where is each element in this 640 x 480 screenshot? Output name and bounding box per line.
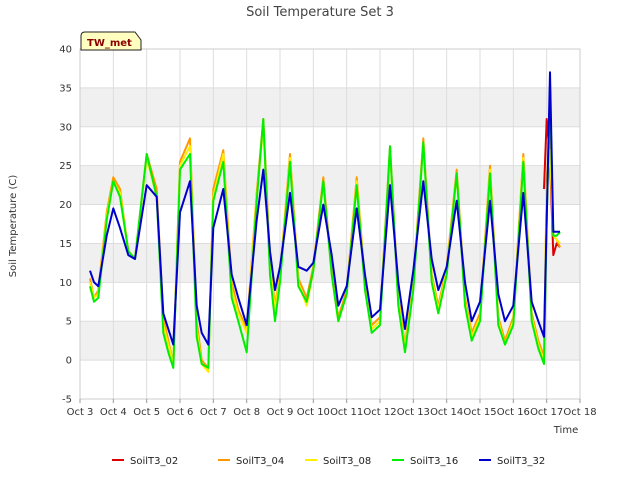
- y-tick-label: 5: [66, 317, 72, 328]
- x-tick-label: Oct 4: [100, 407, 127, 418]
- x-tick-label: Oct 12: [363, 407, 396, 418]
- annotation-badge-shape: [80, 31, 142, 51]
- y-tick-label: 0: [66, 356, 72, 367]
- x-tick-label: Oct 6: [167, 407, 194, 418]
- x-tick-label: Oct 18: [563, 407, 596, 418]
- y-tick-label: 35: [59, 83, 72, 94]
- x-tick-label: Oct 16: [497, 407, 530, 418]
- x-tick-label: Oct 9: [267, 407, 294, 418]
- y-tick-label: 20: [59, 200, 72, 211]
- y-axis-title: Soil Temperature (C): [8, 175, 19, 278]
- x-tick-label: Oct 14: [430, 407, 463, 418]
- y-tick-label: 15: [59, 239, 72, 250]
- y-tick-label: 25: [59, 161, 72, 172]
- x-tick-label: Oct 10: [297, 407, 330, 418]
- background-band: [80, 87, 580, 127]
- annotation-box: TW_met: [80, 31, 142, 51]
- legend-label: SoilT3_02: [130, 456, 178, 467]
- series-line-soilt3-04: [89, 118, 561, 369]
- annotation-label: TW_met: [87, 38, 132, 49]
- series-line-soilt3-32: [89, 71, 560, 346]
- x-tick-label: Oct 8: [233, 407, 260, 418]
- x-axis-title: Time: [553, 425, 578, 436]
- legend-label: SoilT3_08: [323, 456, 371, 467]
- series-layer: [89, 71, 561, 373]
- plot-area-frame: [79, 48, 581, 400]
- x-tick-label: Oct 3: [67, 407, 94, 418]
- x-tick-label: Oct 5: [133, 407, 160, 418]
- legend: SoilT3_02 SoilT3_04 SoilT3_08 SoilT3_16 Soil…: [112, 456, 545, 467]
- y-tick-label: 40: [59, 45, 72, 56]
- legend-label: SoilT3_04: [236, 456, 284, 467]
- series-line-soilt3-16: [89, 86, 561, 369]
- background-band: [80, 165, 580, 205]
- y-axis-ticks: -5 0 5 10 15 20 25 30 35 40: [59, 45, 72, 406]
- y-tick-label: 30: [59, 122, 72, 133]
- chart-title: Soil Temperature Set 3: [246, 5, 394, 20]
- x-tick-label: Oct 17: [530, 407, 563, 418]
- x-axis-ticks: Oct 3 Oct 4 Oct 5 Oct 6 Oct 7 Oct 8 Oct 9 Oct 1…: [67, 399, 597, 418]
- x-tick-label: Oct 7: [200, 407, 227, 418]
- legend-label: SoilT3_16: [410, 456, 458, 467]
- y-tick-label: 10: [59, 278, 72, 289]
- y-tick-label: -5: [62, 395, 72, 406]
- x-tick-label: Oct 13: [397, 407, 430, 418]
- x-tick-label: Oct 15: [463, 407, 496, 418]
- x-tick-label: Oct 11: [330, 407, 363, 418]
- legend-label: SoilT3_32: [497, 456, 545, 467]
